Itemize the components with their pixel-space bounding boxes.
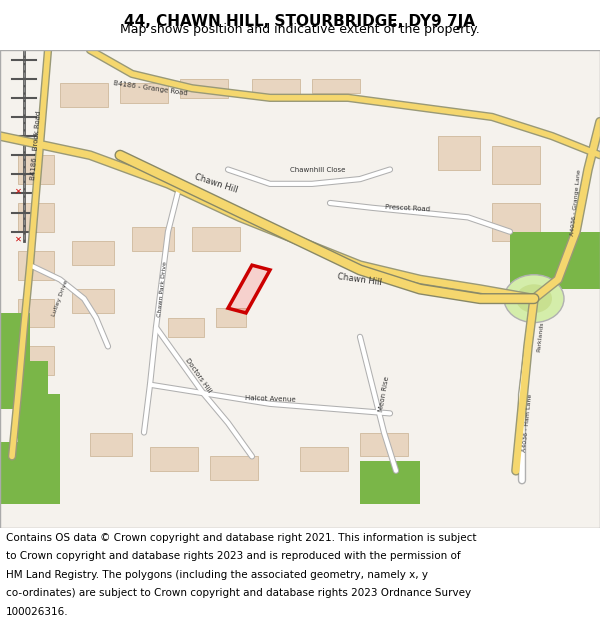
Polygon shape — [438, 136, 480, 169]
Polygon shape — [192, 227, 240, 251]
Polygon shape — [228, 265, 270, 313]
Text: HM Land Registry. The polygons (including the associated geometry, namely x, y: HM Land Registry. The polygons (includin… — [6, 570, 428, 580]
Text: 44, CHAWN HILL, STOURBRIDGE, DY9 7JA: 44, CHAWN HILL, STOURBRIDGE, DY9 7JA — [125, 14, 476, 29]
Text: Chawnhill Close: Chawnhill Close — [290, 166, 346, 172]
Polygon shape — [150, 447, 198, 471]
Polygon shape — [210, 456, 258, 480]
Text: A4036 - Ham Lane: A4036 - Ham Lane — [523, 394, 533, 452]
Text: Halcot Avenue: Halcot Avenue — [245, 395, 295, 403]
Polygon shape — [72, 241, 114, 265]
Polygon shape — [18, 299, 54, 328]
Polygon shape — [18, 394, 60, 442]
Polygon shape — [492, 203, 540, 241]
Polygon shape — [168, 318, 204, 337]
Text: Parklands: Parklands — [536, 321, 544, 352]
Circle shape — [516, 284, 552, 313]
Polygon shape — [360, 461, 420, 504]
Polygon shape — [72, 289, 114, 313]
Polygon shape — [252, 79, 300, 98]
Text: to Crown copyright and database rights 2023 and is reproduced with the permissio: to Crown copyright and database rights 2… — [6, 551, 461, 561]
Polygon shape — [60, 84, 108, 107]
Polygon shape — [510, 232, 600, 289]
Polygon shape — [312, 79, 360, 93]
Circle shape — [504, 275, 564, 322]
Text: ✕: ✕ — [15, 186, 22, 196]
Text: Contains OS data © Crown copyright and database right 2021. This information is : Contains OS data © Crown copyright and d… — [6, 533, 476, 543]
Polygon shape — [18, 251, 54, 279]
Text: Lutley Drive: Lutley Drive — [51, 280, 69, 318]
Text: Chawn Hill: Chawn Hill — [337, 272, 383, 287]
Text: B4186 - Brook Road: B4186 - Brook Road — [30, 111, 42, 181]
Polygon shape — [300, 447, 348, 471]
Polygon shape — [18, 155, 54, 184]
Text: 100026316.: 100026316. — [6, 607, 68, 617]
Text: B4186 - Grange Road: B4186 - Grange Road — [113, 80, 187, 96]
Polygon shape — [0, 361, 48, 409]
Text: Doctors Hill: Doctors Hill — [184, 357, 212, 393]
Text: ✕: ✕ — [15, 234, 22, 243]
Text: Prescot Road: Prescot Road — [385, 204, 431, 212]
Text: co-ordinates) are subject to Crown copyright and database rights 2023 Ordnance S: co-ordinates) are subject to Crown copyr… — [6, 588, 471, 598]
Text: Chawn Park Drive: Chawn Park Drive — [157, 261, 167, 317]
Polygon shape — [360, 432, 408, 456]
Polygon shape — [0, 313, 30, 361]
Polygon shape — [0, 442, 60, 504]
Polygon shape — [18, 346, 54, 375]
Text: Chawn Hill: Chawn Hill — [193, 173, 239, 195]
Text: A4036 - Grange Lane: A4036 - Grange Lane — [570, 169, 582, 236]
Polygon shape — [18, 203, 54, 232]
Polygon shape — [492, 146, 540, 184]
Text: Meon Rise: Meon Rise — [378, 376, 390, 413]
Polygon shape — [132, 227, 174, 251]
Text: Map shows position and indicative extent of the property.: Map shows position and indicative extent… — [120, 23, 480, 36]
Polygon shape — [120, 84, 168, 102]
Polygon shape — [216, 308, 246, 328]
Polygon shape — [90, 432, 132, 456]
Polygon shape — [180, 79, 228, 98]
